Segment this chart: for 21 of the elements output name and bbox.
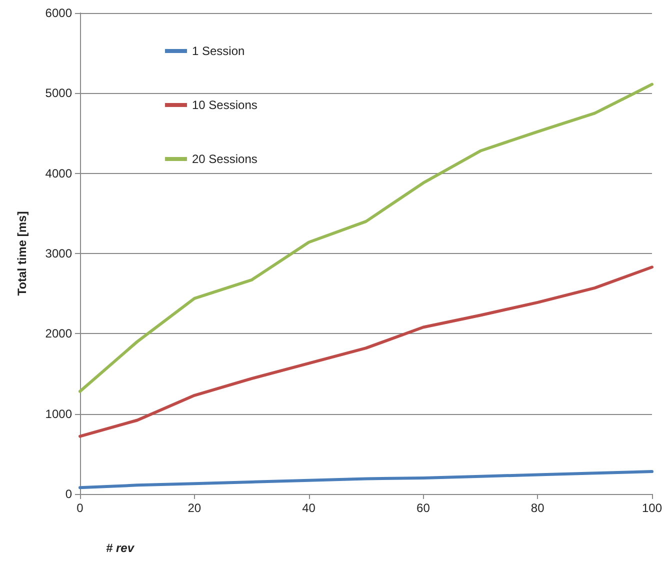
x-tick-label: 0 (76, 501, 84, 515)
legend-label: 10 Sessions (192, 98, 258, 112)
y-tick-label: 2000 (45, 326, 72, 341)
y-tick-label: 0 (65, 487, 72, 501)
x-tick-label: 60 (416, 501, 430, 515)
legend-label: 20 Sessions (192, 152, 258, 166)
line-series (78, 82, 654, 393)
legend-label: 1 Session (192, 44, 245, 58)
x-tick-label: 100 (642, 501, 662, 515)
y-tick-label: 6000 (45, 6, 72, 20)
y-tick-label: 3000 (45, 246, 72, 260)
x-tick-label: 20 (188, 501, 202, 515)
x-axis-title: # rev (106, 541, 136, 555)
y-axis-title: Total time [ms] (15, 211, 29, 296)
x-tick-label: 80 (530, 501, 545, 515)
y-tick-label: 4000 (45, 166, 72, 180)
line-series (78, 266, 654, 438)
y-tick-label: 5000 (45, 86, 72, 100)
line-series (78, 470, 654, 490)
x-tick-label: 40 (302, 501, 316, 515)
y-tick-label: 1000 (45, 406, 72, 421)
